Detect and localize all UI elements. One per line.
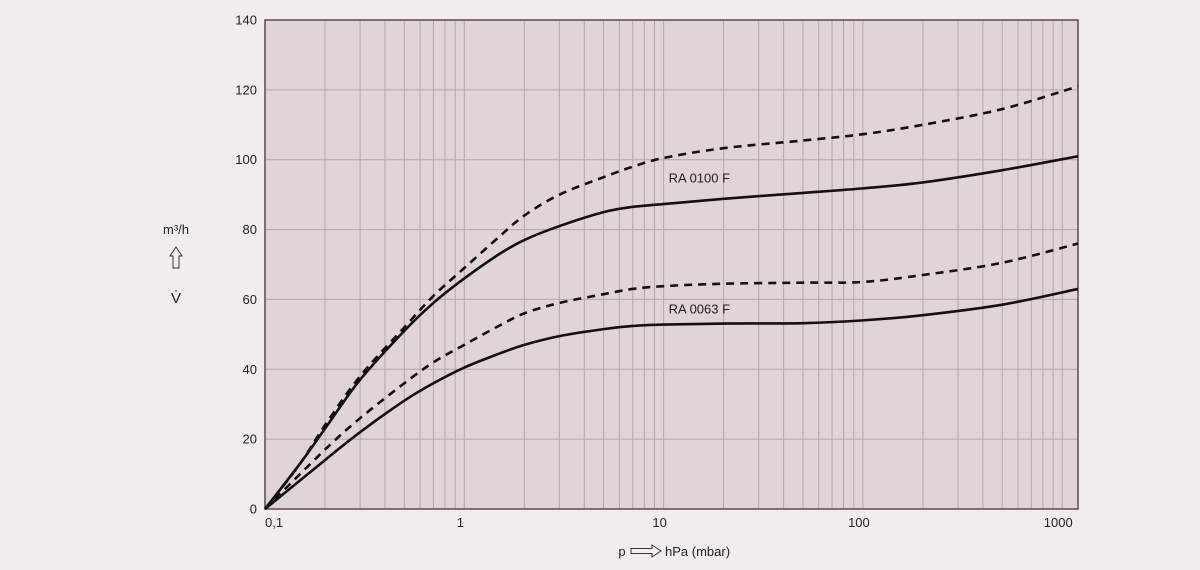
tick-labels: 0 20 40 60 80 100 120 140 0,1 1 10 100 1000 xyxy=(235,13,1072,531)
x-tick-label: 10 xyxy=(652,515,666,530)
plot-area xyxy=(265,20,1078,509)
y-tick-label: 40 xyxy=(243,362,257,377)
y-tick-label: 140 xyxy=(235,13,257,28)
grid xyxy=(265,20,1078,509)
series-label-ra-0063-f: RA 0063 F xyxy=(669,301,730,316)
x-tick-label: 100 xyxy=(848,515,870,530)
x-axis-label-left: p xyxy=(618,544,625,559)
x-tick-label: 1 xyxy=(457,515,464,530)
y-axis-symbol: V̇ xyxy=(171,290,181,307)
y-axis-unit: m³/h xyxy=(163,222,189,237)
y-tick-label: 80 xyxy=(243,222,257,237)
y-tick-label: 120 xyxy=(235,82,257,97)
x-axis-label-right: hPa (mbar) xyxy=(665,544,730,559)
y-tick-label: 60 xyxy=(243,292,257,307)
series-label-ra-0100-f: RA 0100 F xyxy=(669,170,730,185)
y-tick-label: 20 xyxy=(243,432,257,447)
y-tick-label: 100 xyxy=(235,152,257,167)
right-arrow-icon xyxy=(630,544,662,558)
plot-frame xyxy=(264,19,1079,510)
series-group xyxy=(263,85,1079,511)
x-tick-label: 0,1 xyxy=(265,515,283,530)
series-line-dashed-1 xyxy=(263,85,1079,510)
x-tick-label: 1000 xyxy=(1044,515,1073,530)
y-tick-label: 0 xyxy=(250,502,257,517)
series-line-solid-2 xyxy=(264,287,1079,511)
up-arrow-icon xyxy=(169,246,183,269)
series-line-solid-0 xyxy=(263,154,1079,510)
